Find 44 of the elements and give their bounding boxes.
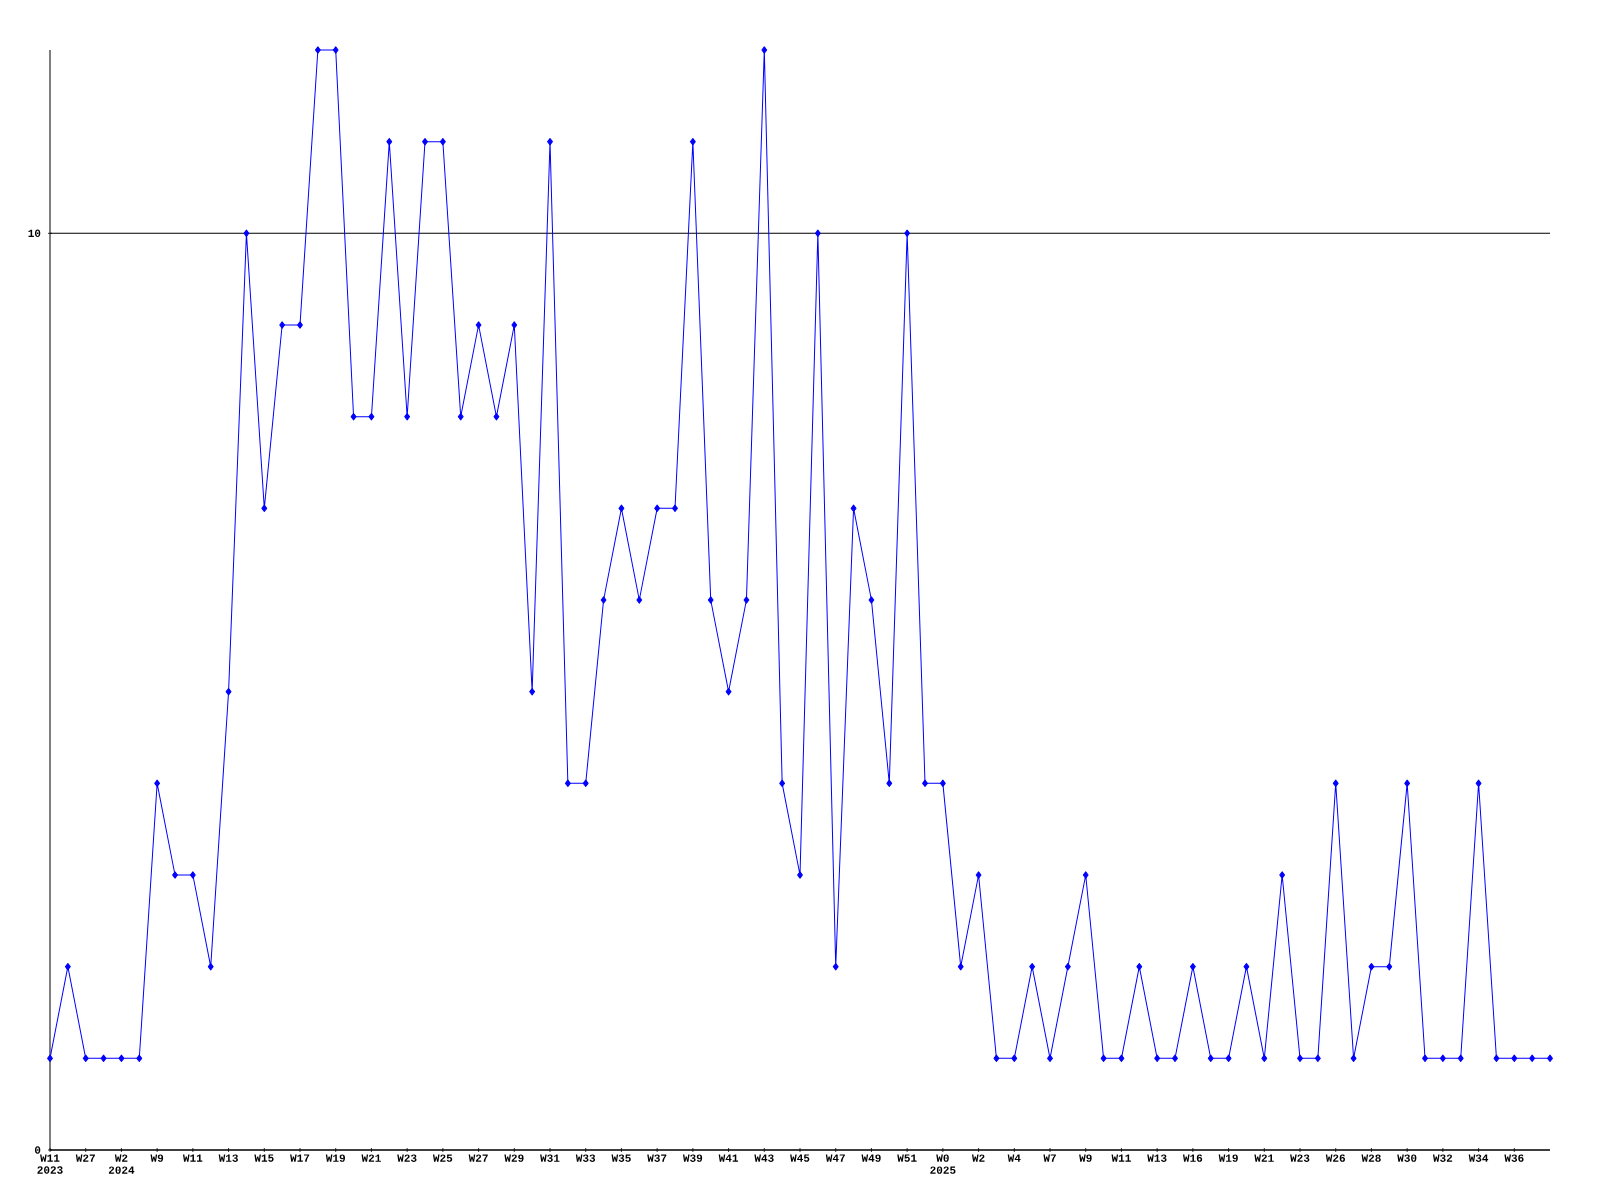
x-tick-label: W29 bbox=[504, 1154, 524, 1162]
x-tick-label: W0 2025 bbox=[930, 1154, 956, 1174]
x-tick-label: W9 bbox=[1079, 1154, 1092, 1162]
x-tick-label: W9 bbox=[150, 1154, 164, 1162]
x-tick-label: W11 bbox=[182, 1154, 203, 1162]
x-tick-label: W27 bbox=[75, 1154, 95, 1162]
x-tick-label: W26 bbox=[1325, 1154, 1346, 1162]
x-tick-label: W7 bbox=[1043, 1154, 1056, 1162]
x-tick-label: W28 bbox=[1361, 1154, 1381, 1162]
x-tick-label: W51 bbox=[897, 1154, 917, 1162]
y-tick-label: 10 bbox=[28, 229, 41, 238]
x-tick-label: W2 bbox=[971, 1154, 985, 1162]
x-tick-label: W32 bbox=[1432, 1154, 1453, 1162]
x-tick-label: W49 bbox=[861, 1154, 881, 1162]
x-tick-label: W13 bbox=[218, 1154, 238, 1162]
x-tick-label: W30 bbox=[1397, 1154, 1417, 1162]
x-tick-label: W45 bbox=[790, 1154, 810, 1162]
y-tick-label: 0 bbox=[34, 1146, 41, 1154]
x-tick-label: W17 bbox=[290, 1154, 310, 1162]
x-tick-label: W34 bbox=[1468, 1154, 1489, 1162]
x-tick-label: W21 bbox=[1254, 1154, 1274, 1162]
x-tick-label: W16 bbox=[1182, 1154, 1203, 1162]
x-tick-label: W13 bbox=[1147, 1154, 1167, 1162]
x-tick-label: W19 bbox=[1218, 1154, 1238, 1162]
x-tick-label: W11 2023 bbox=[37, 1154, 63, 1174]
x-tick-label: W23 bbox=[397, 1154, 417, 1162]
x-tick-label: W31 bbox=[540, 1154, 560, 1162]
x-tick-label: W41 bbox=[718, 1154, 739, 1162]
x-tick-label: W11 bbox=[1111, 1154, 1131, 1162]
x-tick-label: W36 bbox=[1504, 1154, 1524, 1162]
x-tick-label: W4 bbox=[1007, 1154, 1021, 1162]
x-tick-label: W35 bbox=[611, 1154, 631, 1162]
x-tick-label: W21 bbox=[361, 1154, 381, 1162]
x-tick-label: W25 bbox=[432, 1154, 453, 1162]
x-tick-label: W37 bbox=[647, 1154, 667, 1162]
x-tick-label: W33 bbox=[575, 1154, 596, 1162]
x-tick-label: W47 bbox=[825, 1154, 845, 1162]
x-tick-label: W39 bbox=[682, 1154, 703, 1162]
x-tick-label: W2 2024 bbox=[108, 1154, 135, 1174]
x-tick-label: W43 bbox=[754, 1154, 774, 1162]
x-tick-label: W27 bbox=[468, 1154, 488, 1162]
x-tick-label: W19 bbox=[325, 1154, 345, 1162]
x-tick-label: W15 bbox=[254, 1154, 274, 1162]
x-tick-label: W23 bbox=[1290, 1154, 1310, 1162]
